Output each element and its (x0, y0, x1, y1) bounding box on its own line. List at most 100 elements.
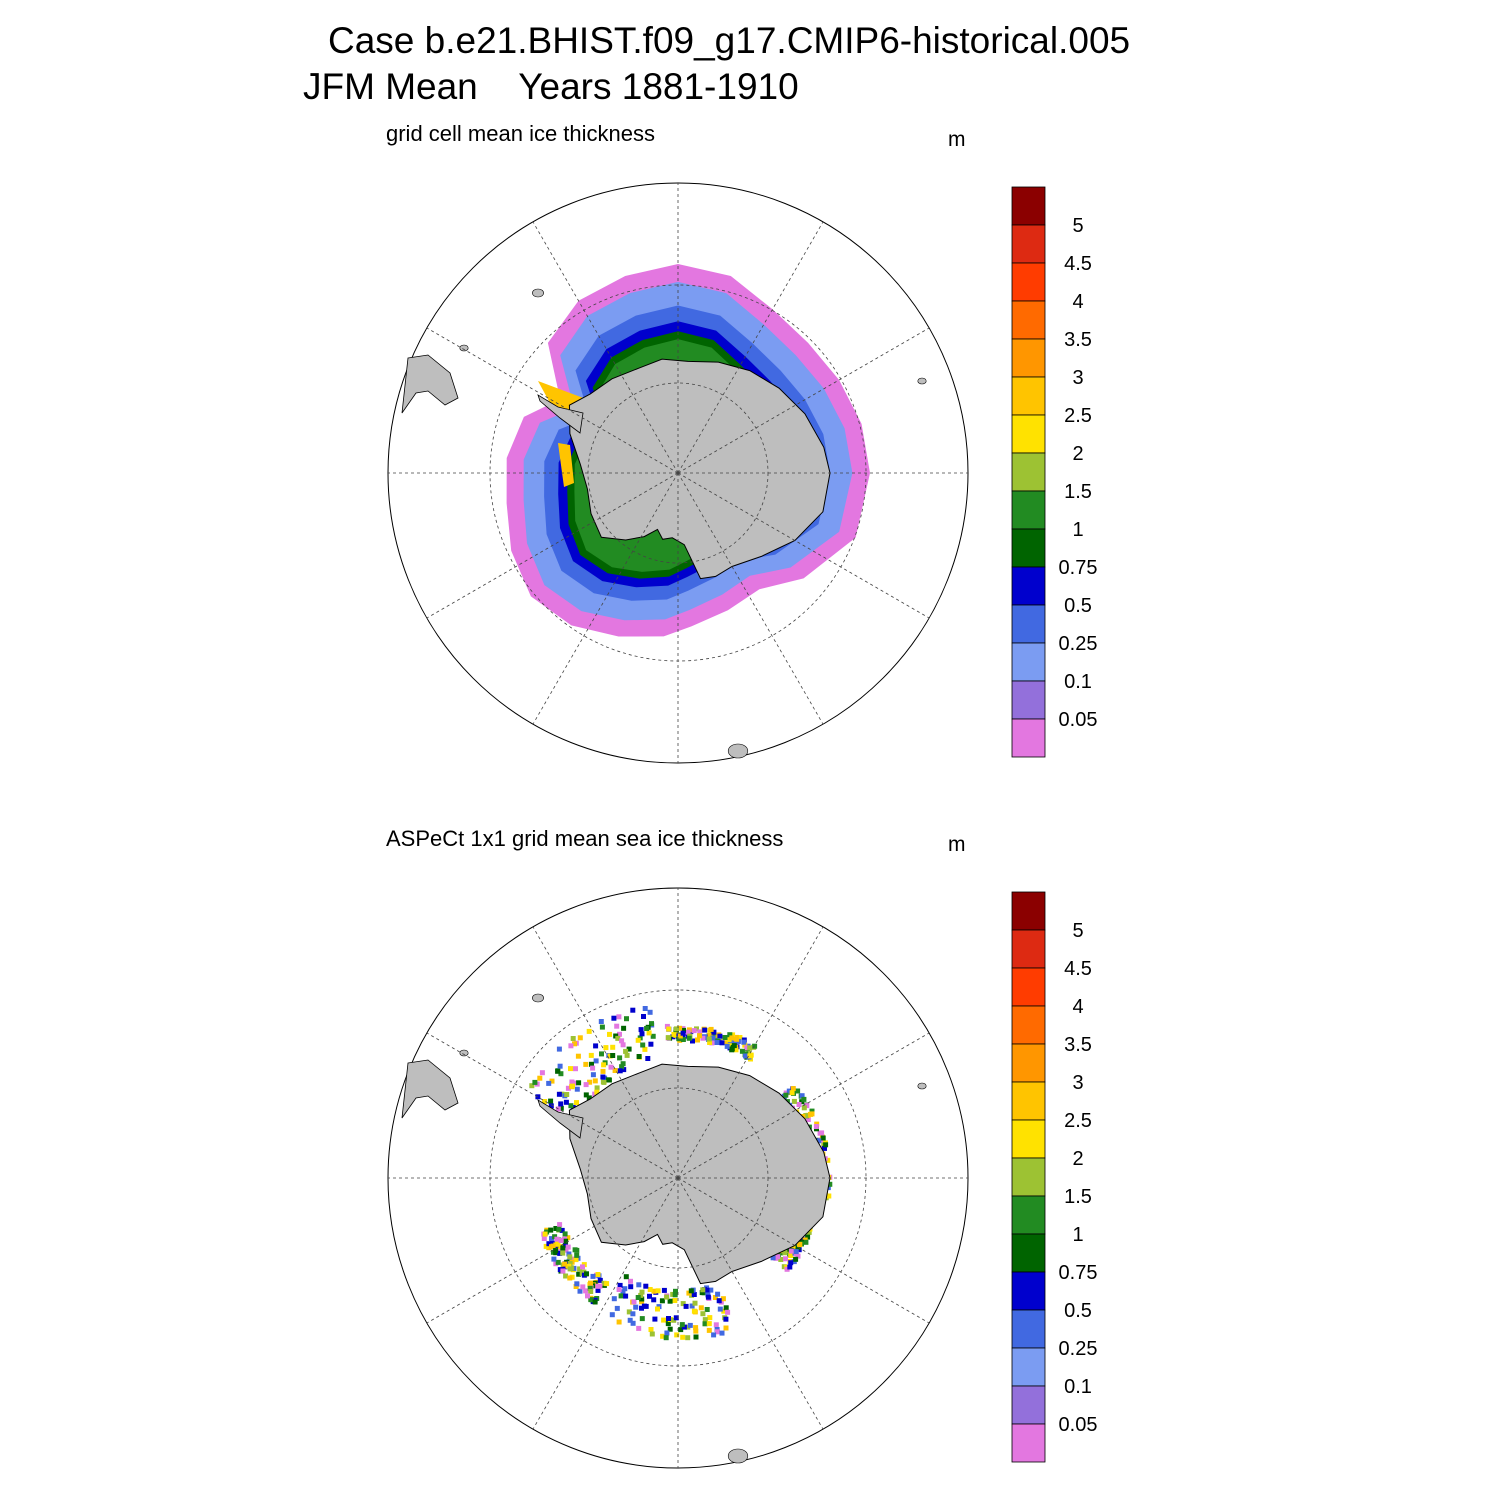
obs-pixel (617, 1282, 623, 1288)
obs-pixel (588, 1297, 594, 1303)
obs-pixel (558, 1101, 564, 1107)
colorbar-label-1: 4.5 (1064, 958, 1092, 980)
obs-pixel (671, 1031, 677, 1037)
obs-pixel (573, 1284, 579, 1289)
colorbar-swatch-5 (1011, 376, 1046, 416)
obs-pixel (567, 1254, 573, 1260)
meridian-line (677, 1177, 930, 1324)
obs-pixel (700, 1287, 706, 1293)
obs-pixel (577, 1266, 583, 1272)
obs-pixel (667, 1326, 673, 1332)
colorbar-swatch-11 (1011, 604, 1046, 644)
obs-pixel (557, 1267, 563, 1273)
obs-pixel (639, 1316, 645, 1322)
obs-pixel (559, 1227, 565, 1233)
obs-pixel (645, 1056, 651, 1061)
colorbar-label-10: 0.5 (1064, 1300, 1092, 1322)
obs-pixel (680, 1334, 686, 1340)
obs-pixel (805, 1117, 811, 1122)
obs-pixel (574, 1086, 580, 1092)
obs-pixel (702, 1321, 708, 1327)
obs-pixel (636, 1325, 642, 1331)
meridian-line (426, 327, 679, 474)
colorbar-label-12: 0.1 (1064, 1376, 1092, 1398)
obs-pixel (714, 1040, 720, 1045)
obs-pixel (723, 1316, 729, 1322)
obs-pixel (786, 1088, 792, 1094)
obs-pixel (556, 1046, 562, 1052)
obs-pixel (728, 1042, 734, 1048)
obs-pixel (560, 1250, 566, 1256)
obs-pixel (639, 1299, 645, 1305)
obs-pixel (599, 1024, 605, 1030)
colorbar-swatch-13 (1011, 680, 1046, 720)
colorbar-label-0: 5 (1072, 920, 1083, 942)
obs-pixel (603, 1045, 609, 1051)
obs-pixel (588, 1052, 594, 1058)
obs-pixel (708, 1026, 714, 1032)
obs-pixel (642, 1046, 648, 1052)
obs-pixel (690, 1038, 695, 1044)
obs-pixel (548, 1103, 554, 1109)
obs-pixel (700, 1311, 706, 1317)
obs-pixel (542, 1099, 548, 1104)
obs-pixel (611, 1296, 617, 1302)
obs-pixel (665, 1321, 671, 1327)
colorbar-swatch-11 (1011, 1309, 1046, 1349)
obs-pixel (575, 1053, 581, 1059)
colorbar-swatch-8 (1011, 490, 1046, 530)
obs-pixel (551, 1256, 557, 1262)
obs-pixel (727, 1032, 733, 1038)
obs-pixel (827, 1181, 833, 1187)
colorbar-swatch-10 (1011, 566, 1046, 606)
thick-ice-bellingshausen (558, 443, 574, 487)
obs-pixel (639, 1296, 645, 1302)
obs-pixel (730, 1032, 736, 1038)
colorbar-label-7: 1.5 (1064, 1186, 1092, 1208)
latitude-circle (489, 989, 867, 1367)
obs-pixel (688, 1288, 694, 1294)
obs-pixel (702, 1317, 708, 1323)
obs-pixel (672, 1298, 678, 1303)
obs-pixel (583, 1092, 589, 1098)
obs-pixel (563, 1099, 569, 1105)
obs-pixel (719, 1040, 725, 1046)
obs-pixel (697, 1029, 703, 1035)
obs-pixel (732, 1039, 738, 1045)
colorbar-label-8: 1 (1072, 519, 1083, 541)
obs-pixel (593, 1058, 599, 1064)
obs-pixel (597, 1277, 603, 1283)
meridian-line (426, 1032, 679, 1179)
colorbar-swatch-14 (1011, 1423, 1046, 1463)
obs-pixel (647, 1293, 652, 1299)
obs-pixel (795, 1088, 801, 1094)
island-2 (917, 1082, 927, 1090)
obs-pixel (539, 1070, 545, 1076)
colorbar-label-2: 4 (1072, 996, 1083, 1018)
obs-pixel (677, 1025, 683, 1031)
obs-pixel (556, 1091, 562, 1097)
obs-pixel (564, 1092, 570, 1097)
obs-pixel (621, 1067, 627, 1073)
obs-pixel (743, 1053, 749, 1059)
obs-pixel (693, 1328, 699, 1334)
obs-pixel (611, 1015, 617, 1021)
obs-pixel (788, 1260, 794, 1266)
colorbar-label-7: 1.5 (1064, 481, 1092, 503)
obs-pixel (826, 1193, 832, 1199)
obs-pixel (627, 1317, 633, 1323)
obs-pixel (665, 1035, 671, 1041)
obs-pixel (664, 1023, 670, 1029)
obs-pixel (799, 1093, 805, 1099)
obs-pixel (691, 1308, 697, 1314)
obs-pixel (782, 1250, 788, 1256)
obs-pixel (706, 1321, 712, 1327)
obs-pixel (731, 1043, 737, 1049)
obs-pixel (588, 1280, 593, 1286)
obs-pixel (604, 1281, 610, 1287)
obs-pixel (649, 1331, 655, 1337)
obs-pixel (683, 1303, 689, 1309)
obs-pixel (548, 1098, 554, 1104)
obs-pixel (630, 1007, 636, 1013)
obs-pixel (592, 1299, 598, 1305)
